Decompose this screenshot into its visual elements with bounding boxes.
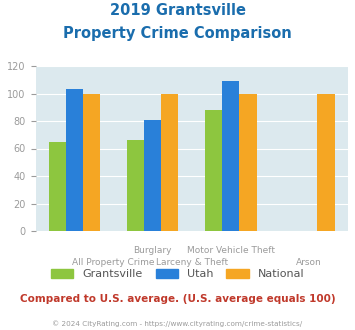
Text: Compared to U.S. average. (U.S. average equals 100): Compared to U.S. average. (U.S. average … (20, 294, 335, 304)
Bar (144, 120, 161, 231)
Text: Larceny & Theft: Larceny & Theft (155, 258, 228, 267)
Bar (239, 93, 257, 231)
Text: All Property Crime: All Property Crime (72, 258, 155, 267)
Bar (49, 142, 66, 231)
Text: Arson: Arson (296, 258, 322, 267)
Bar (205, 110, 222, 231)
Legend: Grantsville, Utah, National: Grantsville, Utah, National (45, 263, 310, 285)
Bar (317, 93, 335, 231)
Text: Motor Vehicle Theft: Motor Vehicle Theft (187, 246, 275, 255)
Bar (161, 93, 179, 231)
Bar (127, 140, 144, 231)
Text: 2019 Grantsville: 2019 Grantsville (109, 3, 246, 18)
Text: © 2024 CityRating.com - https://www.cityrating.com/crime-statistics/: © 2024 CityRating.com - https://www.city… (53, 320, 302, 327)
Bar (66, 89, 83, 231)
Bar (222, 81, 239, 231)
Text: Property Crime Comparison: Property Crime Comparison (63, 26, 292, 41)
Bar (83, 93, 100, 231)
Text: Burglary: Burglary (133, 246, 172, 255)
